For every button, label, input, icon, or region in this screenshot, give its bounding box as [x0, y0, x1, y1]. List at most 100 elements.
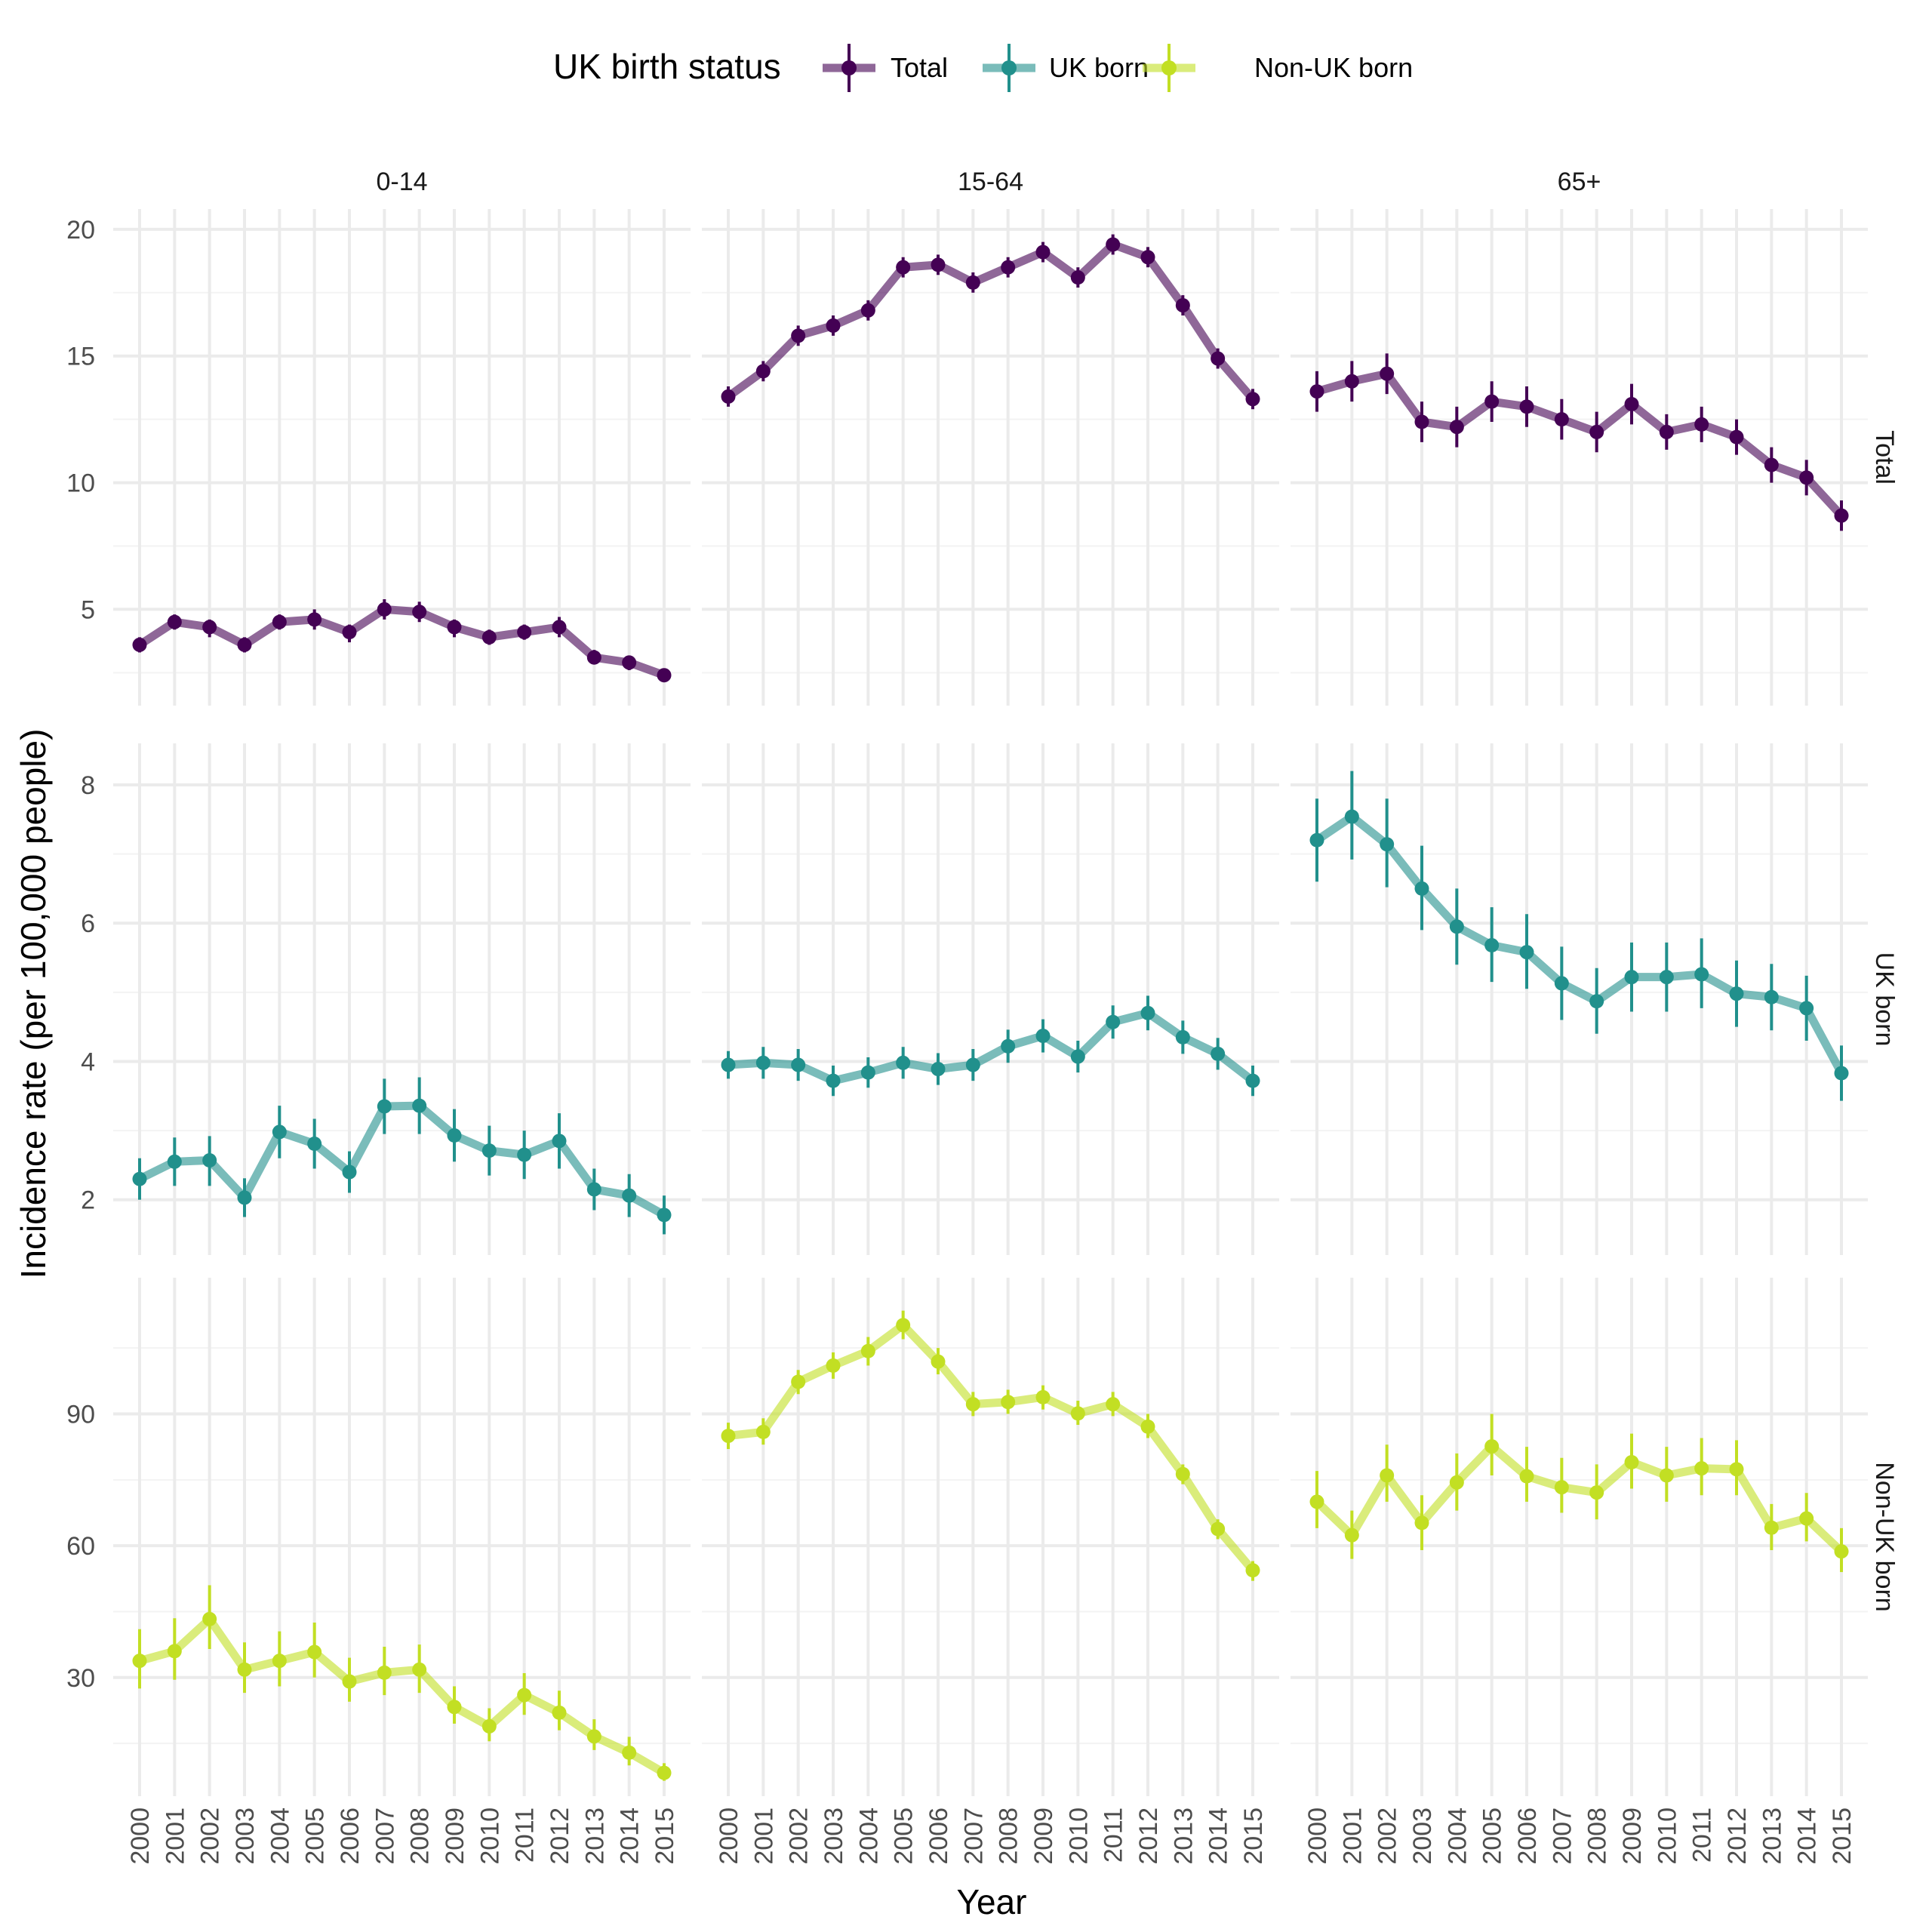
data-point — [1106, 1397, 1121, 1412]
x-tick-label: 2015 — [651, 1807, 679, 1865]
x-tick-label: 2002 — [196, 1807, 225, 1865]
data-point — [755, 364, 771, 379]
x-tick-label: 2013 — [1169, 1807, 1198, 1865]
data-point — [1729, 429, 1744, 445]
data-point — [1729, 1462, 1744, 1477]
data-point — [896, 260, 911, 275]
x-tick-label: 2000 — [715, 1807, 743, 1865]
y-tick-label: 30 — [66, 1664, 95, 1693]
x-tick-label: 2003 — [231, 1807, 260, 1865]
panel-uk-born-65 — [1291, 743, 1868, 1255]
data-point — [1035, 1029, 1051, 1044]
panel-uk-born-15-64 — [702, 743, 1279, 1255]
data-point — [931, 1354, 946, 1369]
data-point — [1175, 1466, 1190, 1481]
data-point — [1484, 938, 1500, 953]
data-point — [1764, 1520, 1779, 1535]
data-point — [1519, 1469, 1534, 1484]
data-point — [1309, 384, 1324, 399]
data-point — [586, 1182, 601, 1197]
data-point — [552, 1134, 567, 1149]
data-point — [412, 1662, 427, 1677]
x-tick-label: 2014 — [1204, 1807, 1233, 1865]
data-point — [202, 620, 217, 635]
data-point — [377, 1665, 392, 1680]
x-tick-label: 2007 — [1548, 1807, 1577, 1865]
data-point — [1554, 412, 1569, 427]
data-point — [931, 1062, 946, 1077]
data-point — [1624, 397, 1639, 411]
panel-uk-born-0-14: 2 4 6 8 — [81, 743, 691, 1255]
legend-key-point — [841, 60, 857, 75]
data-point — [1245, 1563, 1260, 1578]
data-point — [965, 1057, 980, 1072]
x-tick-label: 2014 — [616, 1807, 645, 1865]
data-point — [1414, 1515, 1429, 1531]
series-line — [1312, 1442, 1846, 1556]
data-point — [1764, 989, 1779, 1004]
x-tick-label: 2005 — [890, 1807, 918, 1865]
data-point — [1344, 1527, 1359, 1543]
strip-label-row-total: Total — [1870, 430, 1899, 485]
data-point — [1624, 970, 1639, 985]
data-point — [202, 1152, 217, 1168]
x-tick-label: 2010 — [1064, 1807, 1093, 1865]
data-point — [1589, 1485, 1604, 1500]
x-tick-label: 2015 — [1828, 1807, 1857, 1865]
data-point — [377, 1099, 392, 1114]
x-tick-label: 2010 — [475, 1807, 504, 1865]
data-point — [1245, 392, 1260, 407]
data-point — [1449, 919, 1464, 934]
y-tick-label: 20 — [66, 216, 95, 245]
data-point — [1070, 270, 1085, 285]
data-point — [447, 1128, 462, 1143]
y-tick-label: 5 — [81, 595, 95, 624]
panel-total-15-64 — [702, 209, 1279, 706]
x-tick-label: 2011 — [1100, 1807, 1128, 1863]
data-point — [237, 1662, 252, 1677]
data-point — [377, 601, 392, 617]
legend-label-non-uk-born: Non-UK born — [1254, 52, 1413, 83]
data-point — [447, 1700, 462, 1715]
data-point — [586, 1729, 601, 1744]
data-point — [1211, 1521, 1226, 1537]
data-point — [1694, 1461, 1709, 1476]
x-tick-label: 2013 — [580, 1807, 609, 1865]
data-point — [1070, 1406, 1085, 1421]
x-tick-label: 2009 — [1029, 1807, 1058, 1865]
data-point — [1380, 837, 1395, 852]
legend: UK birth status Total UK born Non-UK born — [553, 44, 1413, 92]
x-tick-label: 2012 — [546, 1807, 574, 1865]
data-point — [1799, 1511, 1814, 1526]
x-tick-label: 2000 — [126, 1807, 155, 1865]
data-point — [1554, 976, 1569, 991]
data-point — [1070, 1049, 1085, 1064]
data-point — [622, 655, 637, 670]
data-point — [1380, 1468, 1395, 1483]
data-point — [1519, 399, 1534, 414]
data-point — [657, 1208, 672, 1223]
data-point — [1484, 394, 1500, 409]
x-tick-label: 2005 — [301, 1807, 330, 1865]
y-axis-title: Incidence rate (per 100,000 people) — [14, 729, 53, 1279]
data-point — [1344, 374, 1359, 389]
y-tick-label: 6 — [81, 909, 95, 938]
data-point — [1001, 1395, 1016, 1410]
x-tick-label: 2011 — [511, 1807, 540, 1863]
data-point — [167, 1154, 182, 1169]
x-tick-label: 2004 — [854, 1807, 883, 1865]
data-point — [721, 1429, 736, 1444]
x-tick-label: 2008 — [1583, 1807, 1612, 1865]
strip-label-col-15-64: 15-64 — [958, 168, 1023, 196]
x-tick-label: 2003 — [1408, 1807, 1437, 1865]
data-point — [342, 1164, 357, 1180]
x-tick-label: 2008 — [406, 1807, 435, 1865]
data-point — [1414, 414, 1429, 429]
data-point — [1694, 967, 1709, 982]
data-point — [481, 1718, 497, 1734]
data-point — [1694, 417, 1709, 432]
data-point — [307, 1644, 322, 1660]
series-line — [135, 1101, 669, 1220]
data-point — [447, 620, 462, 635]
data-point — [1245, 1073, 1260, 1088]
